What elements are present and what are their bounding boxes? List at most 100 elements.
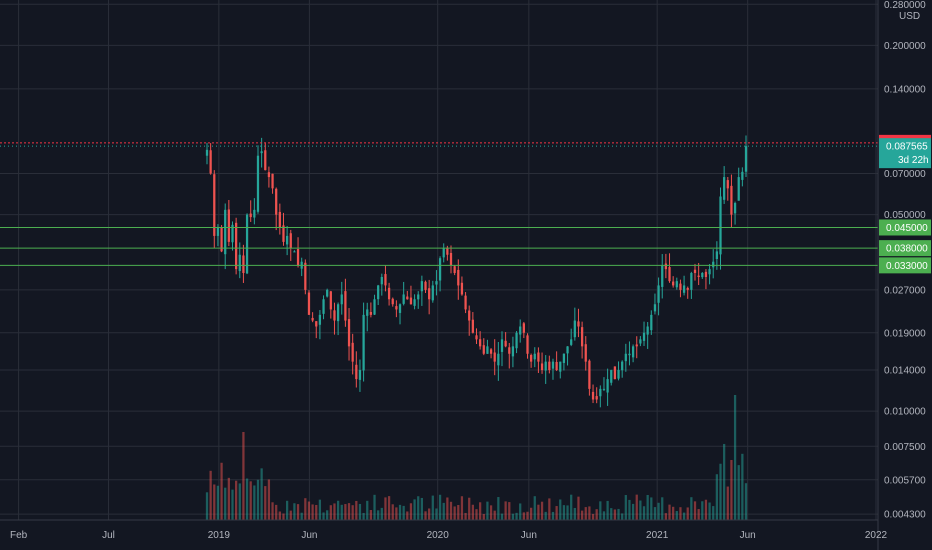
candle-body [453,266,456,273]
volume-bar [726,486,729,520]
candle-body [471,319,474,333]
volume-bar [336,500,340,520]
volume-bar [260,468,263,520]
y-tick-label: 0.010000 [884,407,926,418]
last-price-tag [879,138,931,169]
candle-layer [205,135,748,408]
candle-body [475,335,478,340]
candle-body [701,272,704,278]
volume-bar [322,512,325,520]
volume-bar [664,513,668,520]
last-price-label: 0.087565 [886,142,928,153]
volume-bar [631,503,635,520]
volume-bar [285,500,289,520]
volume-bar [737,465,740,520]
volume-bar [570,494,573,520]
x-tick-label: Jun [521,530,537,541]
candle-body [646,326,649,335]
candle-body [220,227,223,252]
candle-body [460,282,464,295]
y-tick-label: 0.280000 [884,0,926,11]
volume-bar [307,501,311,520]
candle-body [580,327,584,347]
x-tick-label: 2019 [208,530,231,541]
candle-body [406,296,409,300]
candle-body [606,379,609,393]
y-tick-label: 0.004300 [884,510,926,521]
candle-body [555,361,558,371]
candle-body [366,309,369,316]
y-tick-label: 0.070000 [884,169,926,180]
volume-bar [526,511,529,520]
candle-body [449,252,453,266]
volume-bar [544,511,547,520]
candle-body [591,391,595,400]
volume-bar [482,513,485,520]
volume-bar [653,507,657,520]
volume-bar [497,497,500,520]
volume-bar [610,508,613,520]
candle-body [435,281,438,285]
candle-body [227,209,230,242]
candle-body [307,292,311,315]
candle-body [559,361,562,372]
x-tick-label: Feb [10,530,28,541]
candle-body [446,247,449,255]
candle-body [526,335,529,354]
volume-bar [391,504,394,520]
candle-body [479,339,482,347]
volume-bar [431,495,434,520]
candle-body [245,214,249,274]
x-tick-label: Jun [301,530,317,541]
volume-bar [311,504,314,520]
volume-bar [533,496,536,520]
volume-bar [719,463,722,520]
volume-bar [424,511,427,520]
volume-bar [355,500,358,520]
volume-bar [249,481,252,520]
candle-body [628,353,631,356]
candle-body [515,332,518,349]
candle-body [610,370,613,383]
volume-bar [708,502,711,520]
candle-body [519,326,522,335]
volume-bar [333,503,336,520]
volume-bar [205,492,209,520]
volume-bar [373,494,376,520]
volume-bar [668,504,671,520]
volume-bar [435,508,438,520]
candle-body [723,177,726,200]
volume-bar [584,507,587,520]
candle-body [675,281,678,288]
volume-bar [675,511,678,520]
candle-body [417,294,420,300]
last-price-countdown: 3d 22h [898,155,929,166]
candle-body [715,251,718,260]
volume-bar [704,499,708,520]
volume-bar [606,500,609,520]
candle-body [617,370,620,379]
volume-bar [693,501,697,520]
volume-bar [489,505,493,520]
volume-bar [315,504,318,520]
volume-bar [471,504,474,520]
volume-bar [347,503,351,520]
volume-bar [573,507,576,520]
candle-body [650,314,653,331]
volume-bar [672,506,675,520]
volume-bar [504,501,507,520]
volume-bar [304,498,307,520]
volume-bar [468,497,471,520]
candle-body [693,269,697,273]
currency-label: USD [899,11,920,22]
candle-body [351,342,354,362]
candle-body [304,262,307,290]
x-tick-label: 2021 [646,530,669,541]
volume-bar [464,512,467,520]
candle-body [522,323,525,333]
grid-layer [0,0,878,520]
candle-body [551,361,555,369]
candle-body [380,277,383,285]
candle-body [249,213,252,218]
volume-bar [344,504,347,520]
